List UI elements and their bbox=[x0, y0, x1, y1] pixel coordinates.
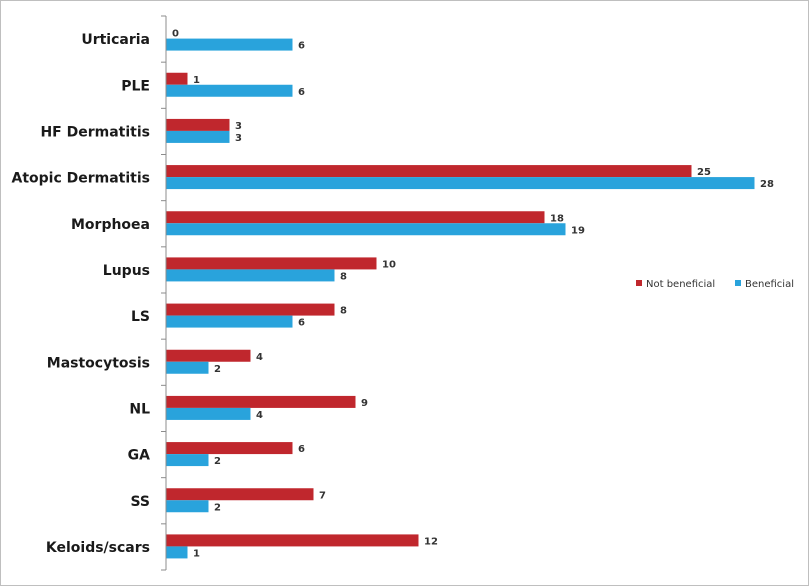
category-label: Morphoea bbox=[71, 217, 150, 233]
category-label: Atopic Dermatitis bbox=[11, 171, 150, 187]
category-label: GA bbox=[128, 448, 150, 464]
bar-beneficial bbox=[166, 223, 566, 236]
bar-not-beneficial bbox=[166, 303, 335, 316]
data-label: 7 bbox=[319, 490, 326, 501]
bar-beneficial bbox=[166, 38, 293, 51]
bar-not-beneficial bbox=[166, 72, 188, 85]
data-label: 19 bbox=[571, 225, 585, 236]
bars-layer bbox=[166, 38, 755, 559]
category-label: Urticaria bbox=[81, 32, 150, 48]
category-label: HF Dermatitis bbox=[40, 124, 150, 140]
category-label: Mastocytosis bbox=[47, 355, 150, 371]
data-label: 28 bbox=[760, 179, 774, 190]
axis-layer bbox=[161, 15, 167, 571]
data-label: 4 bbox=[256, 410, 263, 421]
bar-beneficial bbox=[166, 454, 209, 467]
category-label: NL bbox=[129, 401, 150, 417]
bar-beneficial bbox=[166, 269, 335, 282]
data-label: 3 bbox=[235, 121, 242, 132]
bar-beneficial bbox=[166, 500, 209, 513]
legend-swatch-not-beneficial bbox=[636, 280, 642, 286]
bar-beneficial bbox=[166, 407, 251, 420]
category-label: LS bbox=[131, 309, 150, 325]
data-label: 6 bbox=[298, 318, 305, 329]
legend: Not beneficial Beneficial bbox=[636, 279, 794, 290]
category-label: Keloids/scars bbox=[46, 540, 150, 556]
data-label: 18 bbox=[550, 213, 564, 224]
data-label: 10 bbox=[382, 259, 396, 270]
legend-label-beneficial: Beneficial bbox=[745, 279, 794, 290]
data-label: 2 bbox=[214, 502, 221, 513]
bar-not-beneficial bbox=[166, 211, 545, 224]
bar-not-beneficial bbox=[166, 257, 377, 270]
category-label: Lupus bbox=[103, 263, 150, 279]
bar-beneficial bbox=[166, 546, 188, 559]
data-label: 2 bbox=[214, 456, 221, 467]
bar-beneficial bbox=[166, 84, 293, 97]
data-label: 2 bbox=[214, 364, 221, 375]
bar-not-beneficial bbox=[166, 488, 314, 501]
legend-swatch-beneficial bbox=[735, 280, 741, 286]
bar-beneficial bbox=[166, 130, 230, 143]
labels-layer: Urticaria 0 6 PLE 1 6 HF Dermatitis 33 Atopic De… bbox=[11, 29, 773, 560]
data-label: 1 bbox=[193, 75, 200, 86]
data-label: 6 bbox=[298, 41, 305, 52]
data-label: 25 bbox=[697, 167, 711, 178]
data-label: 8 bbox=[340, 271, 347, 282]
category-label: SS bbox=[130, 494, 150, 510]
bar-not-beneficial bbox=[166, 118, 230, 131]
data-label: 9 bbox=[361, 398, 368, 409]
bar-not-beneficial bbox=[166, 534, 419, 547]
bar-not-beneficial bbox=[166, 165, 692, 178]
bar-not-beneficial bbox=[166, 442, 293, 455]
data-label: 12 bbox=[424, 536, 438, 547]
data-label: 3 bbox=[235, 133, 242, 144]
data-label: 6 bbox=[298, 444, 305, 455]
bar-not-beneficial bbox=[166, 349, 251, 362]
data-label: 6 bbox=[298, 87, 305, 98]
data-label: 0 bbox=[172, 29, 179, 40]
bar-beneficial bbox=[166, 315, 293, 328]
category-label: PLE bbox=[121, 78, 150, 94]
data-label: 4 bbox=[256, 352, 263, 363]
bar-not-beneficial bbox=[166, 395, 356, 408]
bar-beneficial bbox=[166, 177, 755, 190]
bar-beneficial bbox=[166, 361, 209, 374]
data-label: 8 bbox=[340, 306, 347, 317]
data-label: 1 bbox=[193, 548, 200, 559]
legend-label-not-beneficial: Not beneficial bbox=[646, 279, 715, 290]
